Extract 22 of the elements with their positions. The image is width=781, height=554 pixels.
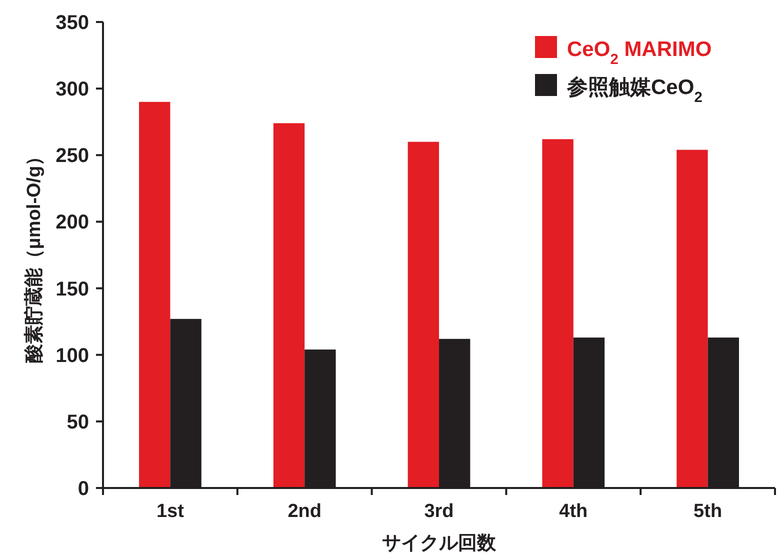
x-tick-label: 3rd xyxy=(424,501,454,522)
x-tick-label: 4th xyxy=(559,501,588,522)
y-tick-label: 0 xyxy=(78,478,89,500)
y-tick-label: 200 xyxy=(56,212,89,234)
y-tick-label: 250 xyxy=(56,145,89,168)
bar xyxy=(676,150,708,488)
x-tick-label: 1st xyxy=(156,501,185,522)
y-axis-title: 酸素貯蔵能（μmol-O/g） xyxy=(23,146,45,364)
x-axis-title: サイクル回数 xyxy=(382,533,497,554)
legend-label: 参照触媒CeO$_{2}$ xyxy=(566,75,702,106)
bar xyxy=(542,139,574,488)
y-tick-label: 300 xyxy=(56,78,89,101)
legend-label: CeO$_{2}$ MARIMO xyxy=(567,38,712,68)
x-tick-label: 2nd xyxy=(288,501,322,522)
bar xyxy=(139,102,170,488)
bar xyxy=(273,123,305,488)
y-tick-label: 150 xyxy=(56,278,89,300)
bar xyxy=(408,142,439,488)
x-tick-label: 5th xyxy=(694,501,722,522)
y-tick-label: 50 xyxy=(66,411,89,434)
y-tick-label: 100 xyxy=(56,344,89,367)
y-tick-label: 350 xyxy=(56,12,89,34)
